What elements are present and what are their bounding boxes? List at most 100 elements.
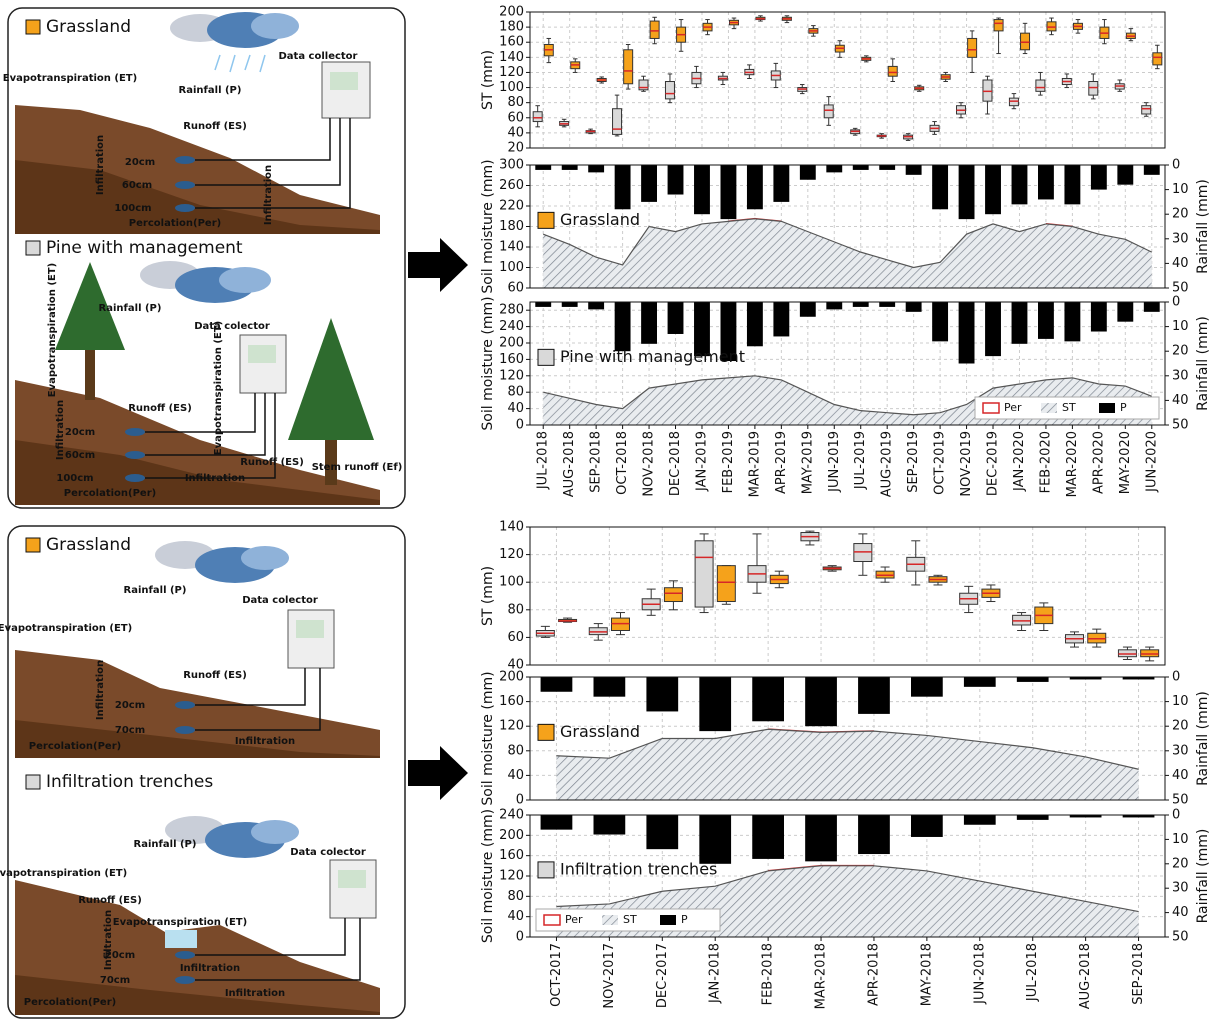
label-swatch [538, 349, 554, 365]
label-swatch [538, 724, 554, 740]
rain-bar [964, 815, 996, 825]
legend-swatch [602, 915, 618, 925]
y2-tick-label: 20 [1172, 856, 1189, 871]
legend-label: Per [565, 913, 583, 926]
x-tick-label: OCT-2018 [615, 431, 630, 495]
rain-bar [1017, 815, 1049, 820]
legend-swatch [544, 915, 560, 925]
rain-bar [668, 302, 684, 334]
box [1142, 106, 1151, 114]
y2-tick-label: 40 [1172, 768, 1189, 783]
y2-axis-label: Rainfall (mm) [1195, 179, 1211, 274]
x-tick-label: MAY-2018 [919, 943, 934, 1006]
box [983, 80, 992, 101]
y-axis-label: ST (mm) [480, 50, 496, 110]
y-tick-label: 120 [499, 65, 524, 80]
diagram-title: Grassland [46, 535, 131, 555]
y-axis-label: Soil moisture (mm) [480, 296, 496, 430]
diagram-label: Rainfall (P) [134, 839, 197, 850]
diagram-title: Infiltration trenches [46, 772, 213, 792]
y-tick-label: 100 [499, 80, 524, 95]
x-tick-label: JAN-2018 [708, 943, 723, 1004]
y2-axis-label: Rainfall (mm) [1195, 316, 1211, 411]
rain-bar [1117, 165, 1133, 185]
x-tick-label: JUL-2018 [1025, 943, 1040, 1002]
y-tick-label: 240 [499, 319, 524, 334]
rain-bar [826, 165, 842, 172]
y2-tick-label: 20 [1172, 344, 1189, 359]
rain-bar [747, 302, 763, 346]
rain-bar [694, 165, 710, 214]
y2-tick-label: 0 [1172, 670, 1180, 685]
x-tick-label: JUN-2020 [1144, 431, 1159, 493]
diagram-title: Grassland [46, 17, 131, 37]
rain-bar [747, 165, 763, 209]
y2-tick-label: 0 [1172, 808, 1180, 823]
diagram-label: 100cm [56, 473, 93, 484]
y2-tick-label: 10 [1172, 694, 1189, 709]
y2-tick-label: 10 [1172, 319, 1189, 334]
diagram-label: Runoff (ES) [78, 895, 142, 906]
x-tick-label: APR-2020 [1091, 431, 1106, 494]
y2-tick-label: 30 [1172, 231, 1189, 246]
y2-tick-label: 40 [1172, 256, 1189, 271]
legend-label: P [681, 913, 688, 926]
rain-bar [932, 302, 948, 341]
rain-bar [853, 165, 869, 170]
rain-bar [911, 677, 943, 697]
y2-tick-label: 20 [1172, 207, 1189, 222]
y-tick-label: 100 [499, 575, 524, 590]
y2-tick-label: 0 [1172, 158, 1180, 173]
diagram-label: 60cm [65, 450, 95, 461]
x-tick-label: FEB-2019 [721, 431, 736, 493]
diagram-label: 100cm [114, 203, 151, 214]
diagram-label: Infiltration [263, 165, 274, 225]
diagram-label: Infiltration [180, 963, 240, 974]
label-swatch [538, 212, 554, 228]
rain-bar [964, 677, 996, 687]
rain-bar [535, 302, 551, 307]
diagram-label: Infiltration [235, 736, 295, 747]
box [665, 82, 674, 99]
y2-tick-label: 50 [1172, 930, 1189, 945]
arrow [408, 238, 468, 292]
y-tick-label: 280 [499, 303, 524, 318]
rain-bar [1017, 677, 1049, 682]
y2-tick-label: 10 [1172, 182, 1189, 197]
box [1036, 80, 1045, 91]
x-tick-label: JUN-2019 [827, 431, 842, 493]
y-tick-label: 220 [499, 199, 524, 214]
box [1153, 53, 1162, 65]
rain-bar [588, 165, 604, 172]
y-tick-label: 60 [507, 630, 524, 645]
y2-tick-label: 0 [1172, 295, 1180, 310]
y2-tick-label: 40 [1172, 393, 1189, 408]
legend-swatch [1099, 403, 1115, 413]
diagram-label: Data collector [278, 51, 357, 62]
box [824, 105, 833, 118]
y-tick-label: 200 [499, 828, 524, 843]
y-tick-label: 200 [499, 670, 524, 685]
rain-bar [1012, 165, 1028, 204]
rain-bar [562, 302, 578, 307]
legend-swatch [983, 403, 999, 413]
y-tick-label: 80 [507, 385, 524, 400]
rain-bar [1144, 165, 1160, 175]
diagram-label: 20cm [125, 157, 155, 168]
y-tick-label: 140 [499, 50, 524, 65]
y-tick-label: 0 [516, 418, 524, 433]
x-tick-label: APR-2018 [866, 943, 881, 1006]
y2-tick-label: 50 [1172, 418, 1189, 433]
y-axis-label: ST (mm) [480, 566, 496, 626]
rain-bar [1144, 302, 1160, 312]
diagram-label: Evapotranspiration (ET) [0, 623, 132, 634]
diagram-label: 20cm [115, 700, 145, 711]
chart-label: Grassland [560, 210, 640, 229]
x-tick-label: JUN-2018 [972, 943, 987, 1005]
y-axis-label: Soil moisture (mm) [480, 159, 496, 293]
rain-bar [985, 302, 1001, 356]
y-tick-label: 160 [499, 352, 524, 367]
diagram-label: Infiltration [103, 910, 114, 970]
x-tick-label: JAN-2020 [1012, 431, 1027, 492]
y-tick-label: 40 [507, 125, 524, 140]
